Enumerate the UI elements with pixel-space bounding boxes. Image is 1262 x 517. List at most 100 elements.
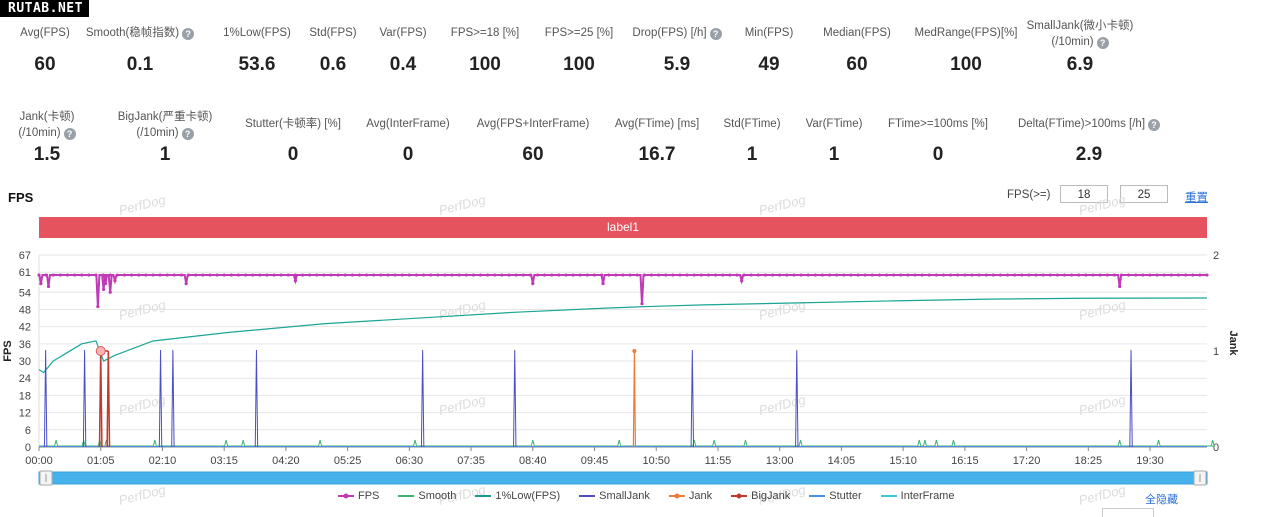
x-tick-label: 14:05	[828, 455, 856, 467]
stat-label: FPS>=25 [%]	[544, 27, 614, 39]
x-tick-label: 02:10	[149, 455, 177, 467]
fps-point	[820, 273, 825, 277]
x-tick-label: 11:55	[705, 455, 732, 467]
fps-point	[101, 287, 106, 291]
hide-all-button[interactable]: 全隐藏	[1145, 494, 1178, 506]
fps-point	[1119, 273, 1124, 277]
chart-watermark: PerfDog	[1077, 392, 1128, 418]
legend-item-interframe[interactable]: InterFrame	[880, 490, 954, 502]
label-bar[interactable]: label1	[39, 217, 1207, 238]
stat-label: Avg(InterFrame)	[366, 118, 450, 130]
legend-item-fps[interactable]: FPS	[338, 490, 379, 502]
fps-point	[941, 273, 946, 277]
fps-point	[1027, 273, 1031, 277]
fps-point	[699, 273, 703, 277]
legend-item-smalljank[interactable]: SmallJank	[579, 490, 650, 502]
help-icon[interactable]: ?	[709, 28, 722, 40]
fps-point	[94, 273, 98, 277]
fps-point	[1013, 273, 1017, 277]
chart-watermark: PerfDog	[437, 192, 488, 218]
smalljank-spike	[1129, 349, 1133, 448]
x-tick-label: 09:45	[581, 455, 609, 467]
fps-point	[1191, 273, 1195, 277]
fps-point	[73, 273, 77, 277]
legend-item-jank[interactable]: Jank	[668, 490, 712, 502]
fps-point	[365, 273, 369, 277]
y-tick-label: 24	[19, 373, 31, 385]
fps-point	[386, 273, 390, 277]
y-tick-label: 61	[19, 267, 31, 279]
fps-point	[1041, 273, 1045, 277]
fps-point	[1134, 273, 1138, 277]
smalljank-spike	[795, 349, 799, 448]
stat-label: 1%Low(FPS)	[223, 27, 291, 39]
stat-value: 6.9	[1066, 54, 1094, 75]
fps-point	[80, 273, 84, 277]
fps-point	[478, 273, 483, 277]
legend-item-smooth[interactable]: Smooth	[398, 490, 456, 502]
fps-point	[601, 282, 605, 286]
stat-label: Jank(卡顿) (/10min)?	[18, 111, 76, 140]
fps-point	[379, 273, 383, 277]
stat-stats_row2-3: Avg(InterFrame) 0	[333, 116, 483, 165]
legend-item-stutter[interactable]: Stutter	[809, 490, 862, 502]
fps-point	[65, 273, 70, 277]
smooth-line	[39, 439, 1215, 447]
legend-item-1-low-fps-[interactable]: 1%Low(FPS)	[475, 490, 560, 502]
fps-point	[1091, 273, 1095, 277]
stat-value: 60	[846, 54, 868, 75]
help-icon[interactable]: ?	[63, 128, 76, 140]
time-range-slider	[38, 471, 1208, 485]
reset-button[interactable]: 重置	[1185, 192, 1208, 204]
fps-point	[713, 273, 718, 277]
legend-label: 1%Low(FPS)	[495, 490, 561, 502]
chart-watermark: PerfDog	[757, 297, 808, 323]
x-tick-label: 05:25	[334, 455, 362, 467]
fps-point	[158, 273, 162, 277]
legend-marker-icon	[338, 493, 354, 499]
fps-point	[144, 273, 148, 277]
y-tick-label: 42	[19, 322, 31, 334]
fps-point	[749, 273, 753, 277]
legend-marker-icon	[731, 493, 748, 499]
fps-point	[96, 304, 100, 309]
fps-point	[770, 273, 775, 277]
stat-stats_row2-8: FTime>=100ms [%] 0	[863, 116, 1013, 165]
help-icon[interactable]: ?	[181, 128, 194, 140]
fps-point	[236, 273, 241, 277]
stat-label: BigJank(严重卡顿) (/10min)?	[117, 111, 213, 140]
fps-point	[457, 273, 461, 277]
chart-legend: FPS Smooth 1%Low(FPS) SmallJank Jank BigJank S…	[338, 490, 973, 502]
fps-point	[436, 273, 440, 277]
fps-point	[39, 282, 43, 286]
fps-point	[792, 273, 796, 277]
x-tick-label: 00:00	[25, 455, 53, 467]
fps-point	[58, 273, 62, 277]
help-icon[interactable]: ?	[182, 28, 195, 40]
y2-tick-label: 0	[1213, 442, 1219, 454]
fps-threshold-label: FPS(>=)	[1007, 189, 1051, 201]
chart-watermark: PerfDog	[117, 392, 168, 418]
fps-point	[528, 273, 533, 277]
fps-threshold-input-1[interactable]: 18	[1060, 185, 1108, 203]
fps-point	[806, 273, 810, 277]
legend-item-bigjank[interactable]: BigJank	[731, 490, 790, 502]
fps-point	[1077, 273, 1081, 277]
smalljank-spike	[43, 349, 48, 448]
fps-point	[635, 273, 639, 277]
y-tick-label: 48	[19, 304, 31, 316]
fps-point	[1205, 273, 1209, 277]
stat-label: SmallJank(微小卡顿) (/10min)?	[1026, 20, 1134, 49]
fps-point	[329, 273, 333, 277]
help-icon[interactable]: ?	[1148, 119, 1161, 131]
bigjank-spike	[106, 350, 111, 448]
legend-label: Smooth	[418, 490, 457, 502]
fps-threshold-input-2[interactable]: 25	[1120, 185, 1168, 203]
stat-stats_row2-5: Avg(FTime) [ms] 16.7	[582, 116, 732, 165]
help-icon[interactable]: ?	[1096, 37, 1109, 49]
fps-point	[578, 273, 582, 277]
fps-point	[514, 273, 518, 277]
legend-marker-icon	[880, 495, 897, 497]
fps-point	[46, 284, 51, 289]
fps-point	[728, 273, 732, 277]
